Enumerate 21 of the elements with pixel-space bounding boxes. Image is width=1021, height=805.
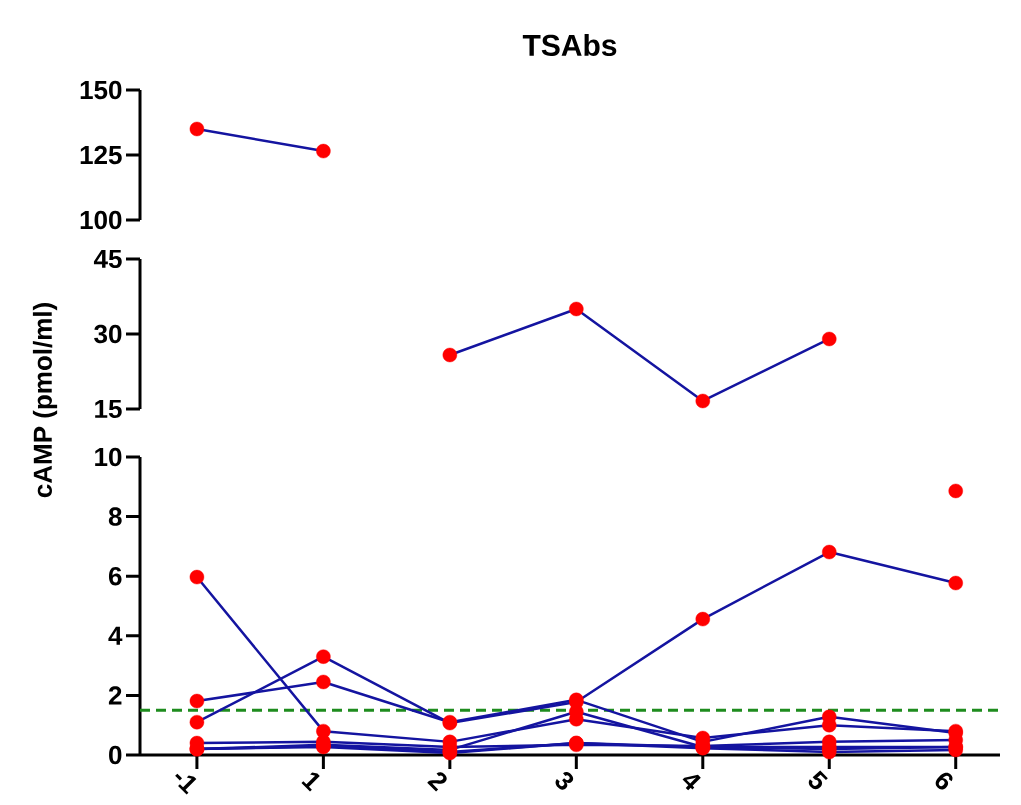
y-tick-label: 0 [109,745,122,765]
y-tick-label: 10 [95,447,122,467]
x-tick-label: 4 [682,774,701,791]
x-tick-label: 2 [427,772,447,792]
y-tick-label: 15 [95,399,122,419]
y-axis-title: cAMP (pmol/ml) [32,303,58,498]
x-tick-label: 1 [301,772,320,792]
x-tick-label: -1 [175,773,197,795]
y-tick-label: 45 [93,249,122,269]
y-tick-label: 8 [108,507,122,526]
y-tick-label: 2 [108,686,122,705]
y-tick-label: 100 [80,210,122,230]
x-tick-label: 6 [935,772,953,790]
chart-title: TSAbs [522,33,617,57]
x-tick-label: 3 [555,772,574,790]
y-tick-label: 30 [94,324,122,344]
x-tick-label: 5 [808,770,828,790]
y-tick-label: 125 [80,145,122,165]
y-tick-label: 6 [108,566,122,586]
y-tick-label: 4 [108,626,123,645]
y-tick-label: 150 [80,80,122,100]
